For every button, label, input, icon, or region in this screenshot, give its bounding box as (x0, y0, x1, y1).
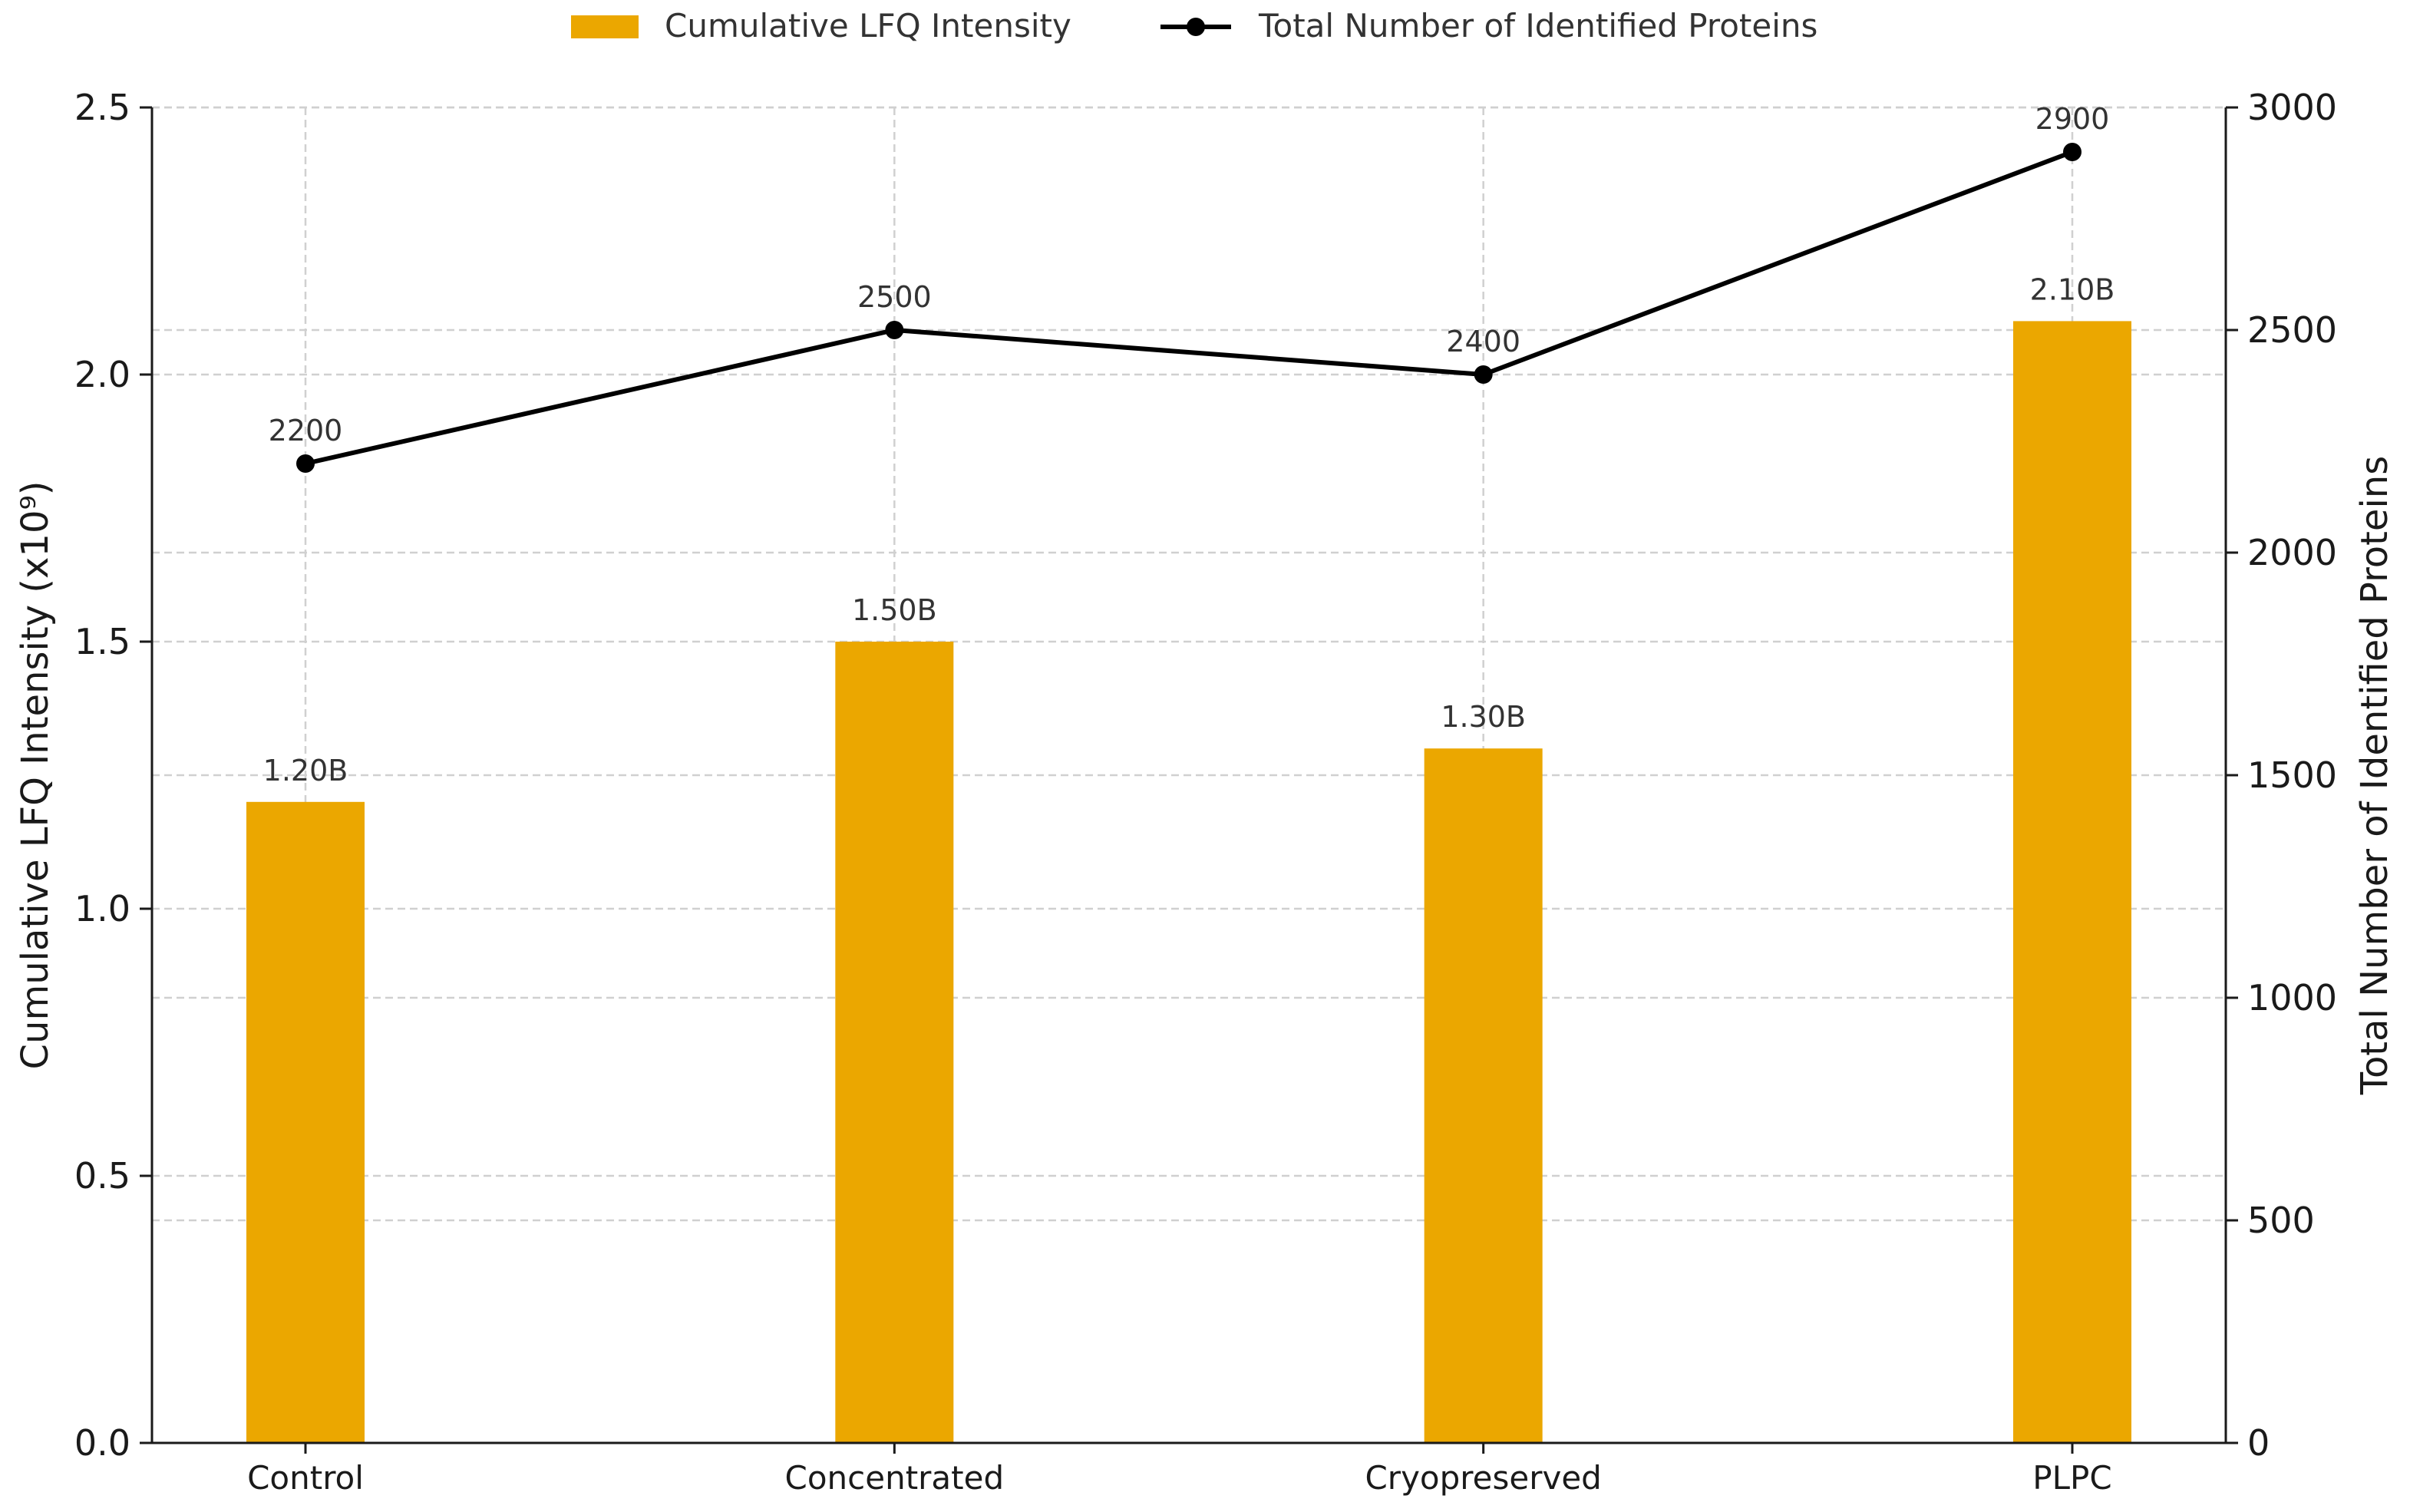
y-right-tick-label: 1000 (2247, 977, 2337, 1018)
y-right-tick-label: 0 (2247, 1422, 2270, 1464)
line-point (1474, 365, 1493, 384)
bar-series (246, 321, 2131, 1443)
y-right-tick-label: 1500 (2247, 754, 2337, 796)
bar (246, 801, 365, 1443)
x-tick-label: Concentrated (785, 1459, 1005, 1497)
bar-value-label: 2.10B (2030, 272, 2115, 306)
line-point (2063, 143, 2082, 161)
y-right-tick-label: 2500 (2247, 309, 2337, 351)
legend-bar-label: Cumulative LFQ Intensity (665, 7, 1071, 45)
y-axis-title: Cumulative LFQ Intensity (x10⁹) (14, 481, 57, 1070)
y-right-tick-label: 3000 (2247, 87, 2337, 128)
y-tick-label: 0.5 (74, 1155, 130, 1197)
legend: Cumulative LFQ Intensity Total Number of … (571, 7, 1817, 45)
line-point (885, 321, 904, 339)
line-value-label: 2500 (857, 280, 932, 314)
legend-line-marker (1187, 18, 1205, 36)
bar-value-label: 1.50B (852, 593, 937, 627)
y-tick-label: 0.0 (74, 1422, 130, 1464)
y-tick-label: 2.5 (74, 87, 130, 128)
grid (152, 106, 2226, 1443)
x-tick-label: PLPC (2032, 1459, 2111, 1497)
data-labels: 1.20B 1.50B 1.30B 2.10B 2200 2500 2400 2900 (263, 102, 2115, 787)
y-right-tick-label: 2000 (2247, 532, 2337, 573)
legend-line-label: Total Number of Identified Proteins (1258, 7, 1817, 45)
axes: 0.0 0.5 1.0 1.5 2.0 2.5 0 500 1000 1500 2000 2500 30… (14, 87, 2396, 1497)
y-right-axis-title: Total Number of Identified Proteins (2353, 456, 2396, 1095)
legend-bar-swatch (571, 15, 639, 38)
bar (1424, 748, 1543, 1443)
line-point (296, 454, 315, 473)
x-tick-label: Cryopreserved (1365, 1459, 1601, 1497)
line-series (296, 143, 2082, 473)
line-value-label: 2900 (2035, 102, 2110, 136)
x-tick-label: Control (247, 1459, 364, 1497)
series-line (305, 150, 2074, 466)
bar-value-label: 1.30B (1441, 700, 1526, 734)
bar (835, 642, 954, 1443)
bar-value-label: 1.20B (263, 754, 348, 787)
y-tick-label: 1.0 (74, 888, 130, 929)
line-value-label: 2400 (1446, 325, 1520, 358)
y-right-tick-label: 500 (2247, 1200, 2315, 1241)
y-tick-label: 2.0 (74, 354, 130, 395)
line-value-label: 2200 (269, 414, 343, 447)
y-tick-label: 1.5 (74, 621, 130, 662)
bar (2013, 321, 2131, 1443)
